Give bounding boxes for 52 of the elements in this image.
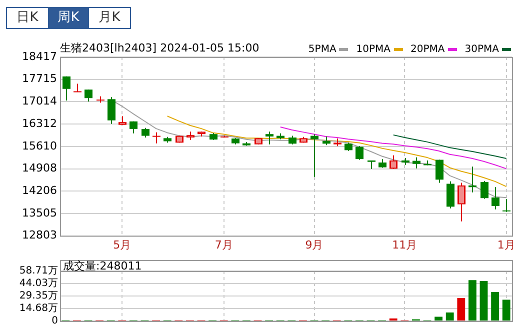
- candlestick: [62, 76, 70, 102]
- text: 周K: [48, 8, 89, 28]
- candlestick: [142, 127, 150, 138]
- candlestick: [412, 156, 420, 169]
- legend-label: 20PMA: [410, 44, 445, 55]
- y-tick-label: 18417: [22, 50, 57, 63]
- y-tick-label: 58.71万: [19, 266, 58, 277]
- chart-title: 生猪2403[lh2403] 2024-01-05 15:00: [60, 41, 260, 54]
- bar: [502, 300, 510, 320]
- candlestick: [266, 131, 274, 145]
- bar: [480, 280, 488, 320]
- candlestick: [492, 186, 500, 210]
- candlestick: [130, 120, 138, 134]
- candlestick: [446, 180, 454, 209]
- candlestick: [74, 83, 82, 92]
- candlestick: [152, 132, 160, 144]
- candlestick: [458, 182, 466, 222]
- x-tick-label: 9月: [305, 238, 324, 252]
- candlestick: [480, 180, 488, 200]
- candlestick: [390, 154, 398, 170]
- legend-label: 30PMA: [464, 44, 499, 55]
- x-tick-label: 7月: [214, 238, 233, 252]
- bar: [457, 298, 466, 320]
- y-tick-label: 13505: [22, 206, 57, 220]
- y-tick-label: 44.03万: [19, 278, 58, 290]
- y-tick-label: 15610: [22, 139, 57, 152]
- chart-title: 成交量:248011: [63, 259, 142, 272]
- x-tick-label: 1月: [497, 238, 516, 252]
- y-tick-label: 0: [52, 316, 58, 327]
- x-tick-label: 11月: [392, 238, 418, 252]
- y-tick-label: 12803: [22, 228, 57, 242]
- x-tick-label: 5月: [113, 238, 132, 252]
- y-tick-label: 14908: [22, 162, 57, 175]
- y-tick-label: 14.68万: [19, 303, 58, 314]
- legend-label: 5PMA: [308, 44, 336, 55]
- candlestick: [84, 89, 92, 102]
- candlestick: [502, 198, 510, 212]
- candlestick: [108, 96, 116, 124]
- y-tick-label: 16312: [22, 116, 57, 130]
- candlestick: [436, 159, 444, 184]
- bar: [491, 292, 500, 320]
- y-tick-label: 14206: [22, 184, 57, 197]
- y-tick-label: 17715: [22, 72, 57, 86]
- y-tick-label: 17014: [22, 94, 57, 108]
- bar: [468, 280, 476, 320]
- candlestick: [356, 146, 364, 160]
- bar: [434, 316, 443, 320]
- text: 月K: [89, 8, 130, 28]
- bar: [446, 312, 454, 320]
- legend-label: 10PMA: [356, 44, 391, 55]
- y-tick-label: 29.35万: [19, 290, 58, 302]
- text: 日K: [7, 8, 48, 28]
